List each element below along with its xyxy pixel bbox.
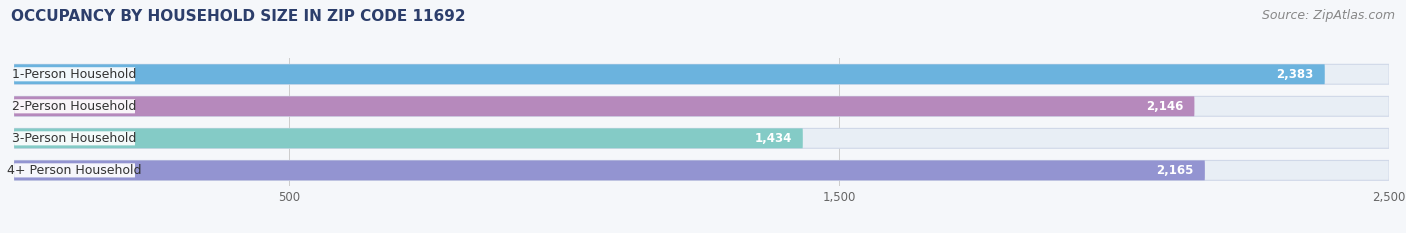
Text: 1,434: 1,434 xyxy=(755,132,792,145)
Text: 4+ Person Household: 4+ Person Household xyxy=(7,164,142,177)
FancyBboxPatch shape xyxy=(14,128,1389,148)
Text: 1-Person Household: 1-Person Household xyxy=(13,68,136,81)
FancyBboxPatch shape xyxy=(14,67,135,81)
FancyBboxPatch shape xyxy=(14,131,135,145)
Text: 2,146: 2,146 xyxy=(1146,100,1184,113)
FancyBboxPatch shape xyxy=(14,99,135,113)
Text: Source: ZipAtlas.com: Source: ZipAtlas.com xyxy=(1261,9,1395,22)
FancyBboxPatch shape xyxy=(14,64,1389,84)
Text: 2,165: 2,165 xyxy=(1157,164,1194,177)
Text: 2-Person Household: 2-Person Household xyxy=(13,100,136,113)
FancyBboxPatch shape xyxy=(14,161,1389,180)
Text: 2,383: 2,383 xyxy=(1277,68,1313,81)
FancyBboxPatch shape xyxy=(14,64,1324,84)
FancyBboxPatch shape xyxy=(14,128,803,148)
FancyBboxPatch shape xyxy=(14,96,1389,116)
Text: OCCUPANCY BY HOUSEHOLD SIZE IN ZIP CODE 11692: OCCUPANCY BY HOUSEHOLD SIZE IN ZIP CODE … xyxy=(11,9,465,24)
FancyBboxPatch shape xyxy=(14,161,1205,180)
Text: 3-Person Household: 3-Person Household xyxy=(13,132,136,145)
FancyBboxPatch shape xyxy=(14,163,135,178)
FancyBboxPatch shape xyxy=(14,96,1195,116)
